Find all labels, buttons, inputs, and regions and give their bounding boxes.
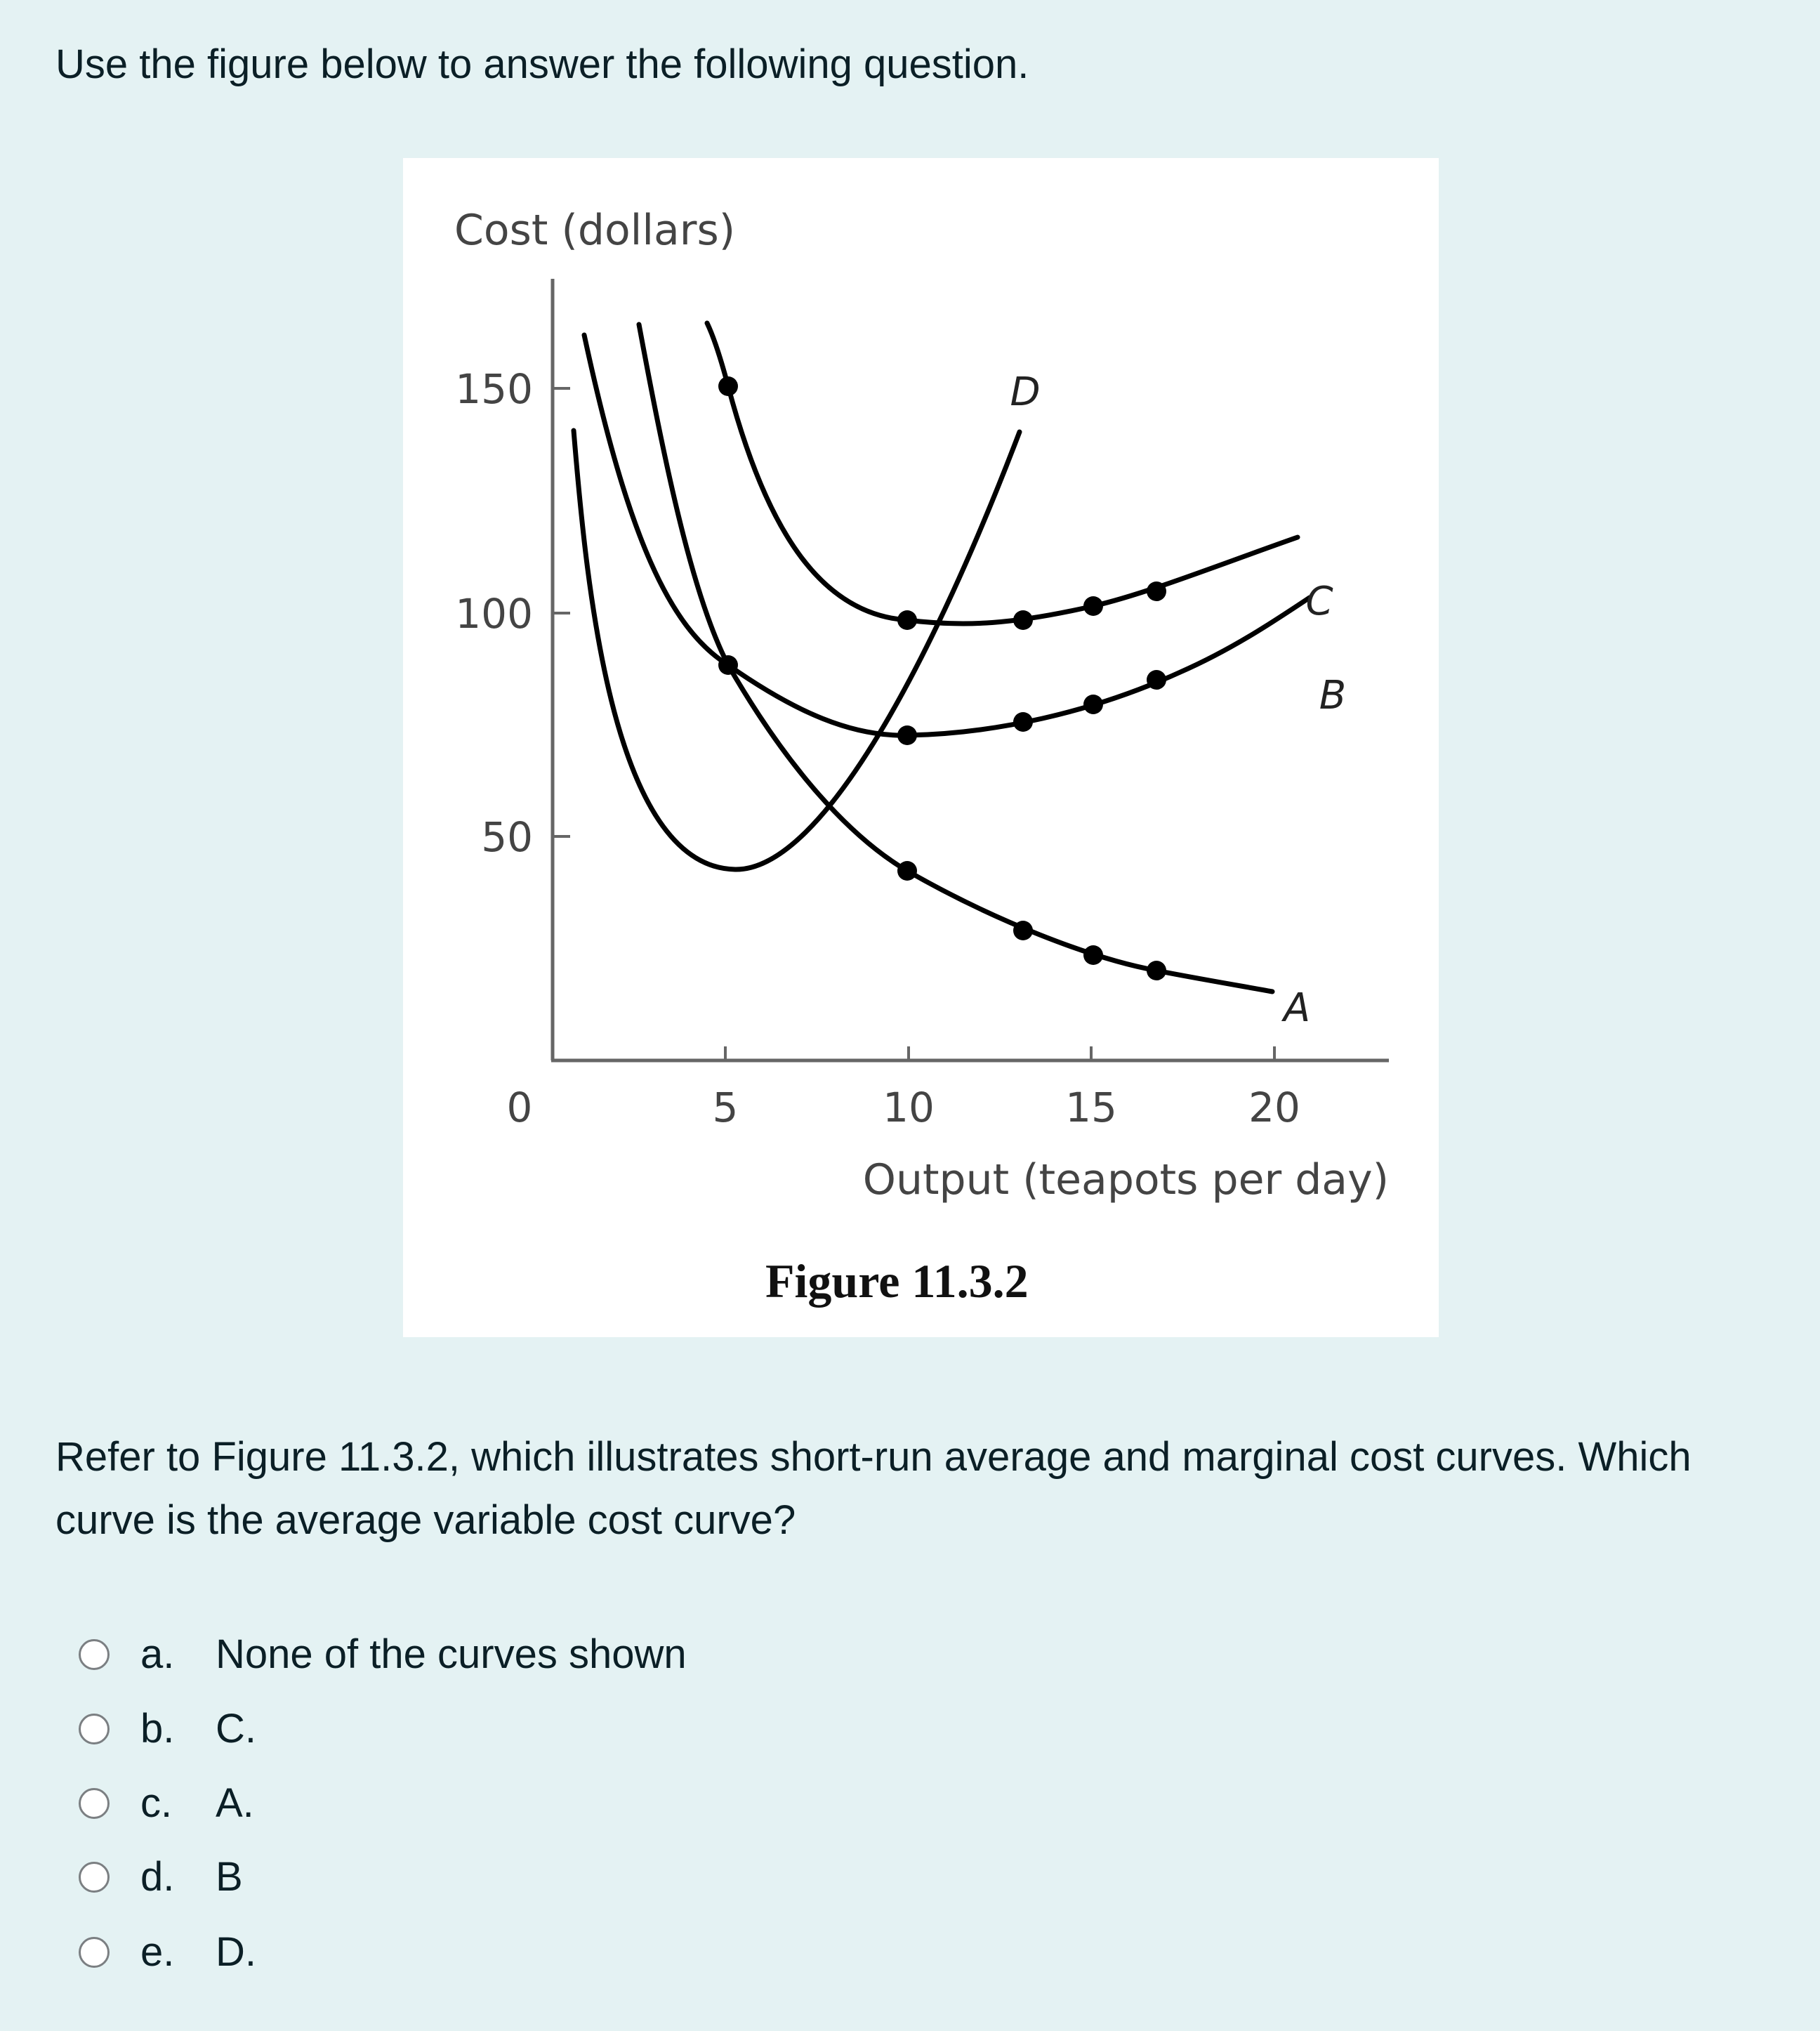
x-tick-20: 20 xyxy=(1248,1084,1300,1131)
radio-button-e[interactable] xyxy=(79,1937,110,1968)
option-letter: b. xyxy=(140,1706,175,1751)
x-tick-0: 0 xyxy=(507,1084,533,1131)
y-tick-50: 50 xyxy=(481,813,533,861)
x-axis-label: Output (teapots per day) xyxy=(863,1155,1389,1204)
curve-label-c: C xyxy=(1305,579,1333,624)
option-c[interactable]: c. A. xyxy=(79,1775,781,1832)
option-d[interactable]: d. B xyxy=(79,1849,781,1905)
option-e[interactable]: e. D. xyxy=(79,1924,781,1980)
curve-b xyxy=(581,332,1312,738)
radio-button-a[interactable] xyxy=(79,1639,110,1670)
option-letter: c. xyxy=(140,1780,173,1826)
radio-button-c[interactable] xyxy=(79,1788,110,1819)
curve-label-b: B xyxy=(1319,673,1346,718)
figure-caption: Figure 11.3.2 xyxy=(765,1254,1029,1308)
option-text: C. xyxy=(216,1706,256,1751)
curve-d xyxy=(571,428,1022,872)
option-a[interactable]: a. None of the curves shown xyxy=(79,1626,781,1683)
y-tick-150: 150 xyxy=(455,365,533,413)
option-letter: d. xyxy=(140,1854,175,1900)
intro-text: Use the figure below to answer the follo… xyxy=(55,41,1029,87)
figure-11-3-2: Cost (dollars) 150 100 50 0 5 xyxy=(403,158,1439,1337)
question-text: Refer to Figure 11.3.2, which illustrate… xyxy=(55,1434,1692,1543)
y-axis-label: Cost (dollars) xyxy=(454,206,735,255)
option-text: None of the curves shown xyxy=(216,1631,687,1677)
option-b[interactable]: b. C. xyxy=(79,1701,781,1757)
option-letter: e. xyxy=(140,1929,175,1975)
cost-curves-chart: Cost (dollars) 150 100 50 0 5 xyxy=(454,206,1389,1308)
option-text: D. xyxy=(216,1929,256,1975)
option-text: A. xyxy=(216,1780,254,1826)
curve-label-d: D xyxy=(1010,369,1040,415)
x-tick-10: 10 xyxy=(883,1084,935,1131)
curve-markers xyxy=(718,376,1166,980)
radio-button-b[interactable] xyxy=(79,1714,110,1744)
option-text: B xyxy=(216,1854,243,1900)
x-tick-15: 15 xyxy=(1065,1084,1117,1131)
x-tick-5: 5 xyxy=(713,1084,739,1131)
y-ticks: 150 100 50 xyxy=(455,365,570,861)
curve-label-a: A xyxy=(1281,985,1310,1031)
option-letter: a. xyxy=(140,1631,175,1677)
y-tick-100: 100 xyxy=(455,590,533,638)
radio-button-d[interactable] xyxy=(79,1862,110,1893)
x-ticks: 0 5 10 15 20 xyxy=(507,1046,1300,1131)
